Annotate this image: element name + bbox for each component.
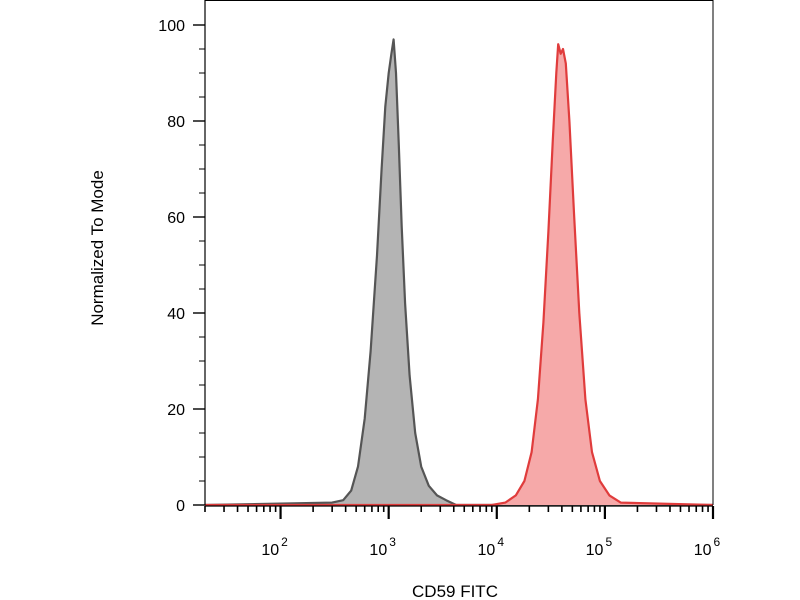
x-tick-label: 10 4 — [478, 535, 505, 559]
series-2-fill — [205, 44, 713, 505]
y-tick-label: 0 — [176, 498, 185, 515]
series-1-line — [204, 38, 713, 507]
series-1-fill — [205, 39, 713, 506]
x-axis-title: CD59 FITC — [412, 582, 498, 600]
x-tick-label: 10 6 — [694, 535, 721, 559]
y-tick-label: 20 — [167, 402, 185, 419]
axes: 0 20 40 60 80 100 10 2 10 3 10 4 10 5 10 6 — [158, 0, 721, 559]
y-axis-title: Normalized To Mode — [88, 170, 107, 326]
y-tick-label: 40 — [167, 306, 185, 323]
series-2-line — [205, 43, 714, 507]
x-tick-label: 10 3 — [369, 535, 396, 559]
y-tick-label: 100 — [158, 18, 185, 35]
plot-area — [204, 38, 714, 507]
x-tick-label: 10 5 — [586, 535, 613, 559]
y-tick-label: 60 — [167, 210, 185, 227]
y-tick-label: 80 — [167, 114, 185, 131]
x-tick-label: 10 2 — [261, 535, 288, 559]
